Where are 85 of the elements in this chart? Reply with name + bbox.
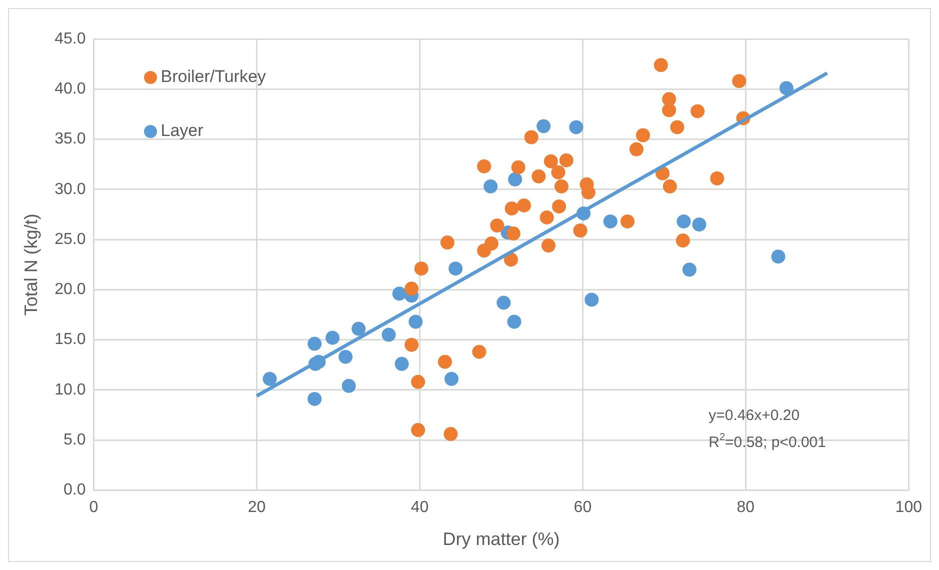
x-tick-label: 40 xyxy=(410,499,429,516)
point xyxy=(472,344,486,359)
x-tick-label: 60 xyxy=(574,499,592,516)
y-tick-label: 30.0 xyxy=(54,180,86,198)
y-tick-label: 5.0 xyxy=(63,431,86,448)
point xyxy=(540,210,554,224)
y-tick-label: 40.0 xyxy=(54,80,86,98)
x-tick-label: 20 xyxy=(248,499,266,516)
y-tick-label: 15.0 xyxy=(54,331,86,348)
point xyxy=(411,374,426,389)
point xyxy=(508,172,522,186)
point xyxy=(569,120,584,134)
point xyxy=(504,201,519,216)
point xyxy=(404,338,419,352)
point xyxy=(352,322,366,336)
point xyxy=(662,179,677,194)
annotation: y=0.46x+0.20 xyxy=(708,407,800,424)
point xyxy=(654,58,668,72)
point xyxy=(448,262,463,276)
point xyxy=(581,185,596,200)
y-tick-label: 10.0 xyxy=(54,381,86,398)
legend-label: Broiler/Turkey xyxy=(160,67,266,87)
point xyxy=(262,372,277,386)
point xyxy=(404,282,419,296)
point xyxy=(670,120,684,134)
point xyxy=(541,238,556,253)
point xyxy=(342,378,356,393)
point xyxy=(682,262,696,277)
x-tick-label: 80 xyxy=(736,499,755,516)
y-tick-label: 35.0 xyxy=(54,130,86,148)
point xyxy=(414,262,428,276)
point xyxy=(524,130,538,144)
point xyxy=(408,314,423,329)
point xyxy=(484,179,498,194)
point xyxy=(338,350,353,364)
point xyxy=(690,104,705,118)
point xyxy=(536,119,551,134)
point xyxy=(554,179,568,194)
point xyxy=(507,314,522,329)
point xyxy=(559,153,574,168)
point xyxy=(544,154,558,168)
point xyxy=(308,336,322,351)
y-axis-title: Total N (kg/t) xyxy=(20,214,41,316)
point xyxy=(779,81,794,96)
point xyxy=(477,244,492,258)
point xyxy=(732,74,746,88)
y-tick-label: 25.0 xyxy=(54,230,86,248)
legend-label: Layer xyxy=(160,121,204,141)
point xyxy=(392,286,406,301)
x-tick-label: 0 xyxy=(89,499,98,516)
point xyxy=(394,356,409,371)
point xyxy=(620,214,635,228)
point xyxy=(551,165,566,180)
point xyxy=(444,372,458,386)
point xyxy=(382,328,396,342)
point xyxy=(552,199,566,214)
point xyxy=(477,159,492,174)
point xyxy=(444,427,458,442)
point xyxy=(326,330,340,345)
point xyxy=(662,103,676,118)
point xyxy=(511,160,526,174)
point xyxy=(771,250,786,264)
point xyxy=(438,354,452,369)
point xyxy=(532,169,546,184)
point xyxy=(584,292,599,307)
point xyxy=(573,224,588,238)
y-tick-label: 0.0 xyxy=(63,482,86,499)
point xyxy=(496,296,511,310)
point xyxy=(710,171,724,186)
point xyxy=(676,234,690,248)
point xyxy=(308,392,322,406)
point xyxy=(636,128,650,142)
y-tick-label: 20.0 xyxy=(54,281,86,298)
point xyxy=(411,423,426,438)
x-tick-label: 100 xyxy=(895,499,922,516)
y-tick-label: 45.0 xyxy=(54,30,86,48)
x-axis-title: Dry matter (%) xyxy=(442,529,560,550)
point xyxy=(692,217,706,232)
point xyxy=(676,214,691,228)
point xyxy=(603,214,618,228)
point xyxy=(517,198,532,212)
point xyxy=(490,218,504,232)
point xyxy=(629,142,644,156)
point xyxy=(440,236,454,250)
point xyxy=(506,226,520,241)
